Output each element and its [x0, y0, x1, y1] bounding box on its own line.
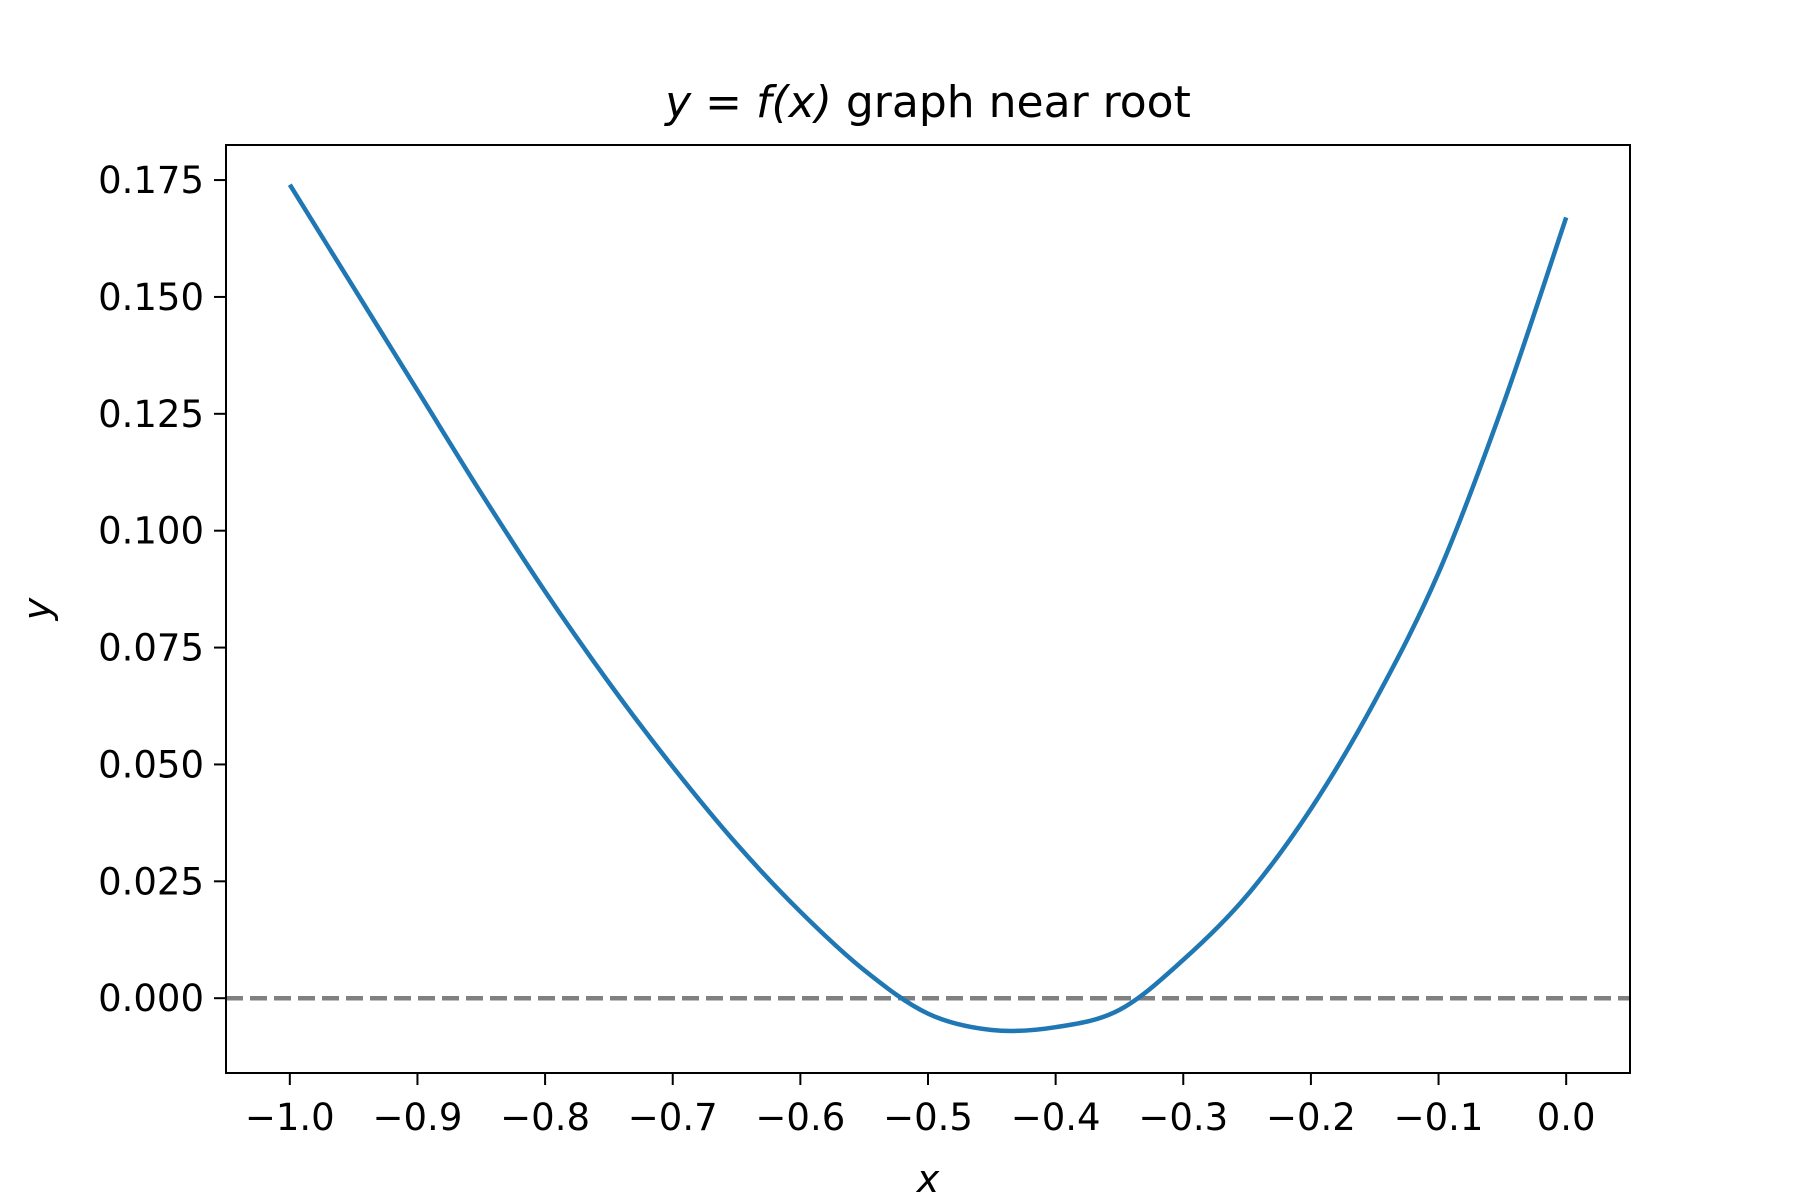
x-axis: −1.0 −0.9 −0.8 −0.7 −0.6 −0.5 −0.4 −0.3 −0.2 −0.1… [245, 1073, 1596, 1139]
y-tick-label: 0.025 [98, 860, 204, 903]
y-axis: 0.000 0.025 0.050 0.075 0.100 0.125 0.150 0.175 [98, 159, 226, 1020]
x-tick-label: 0.0 [1537, 1096, 1596, 1139]
x-axis-label: x [916, 1157, 940, 1200]
x-tick-label: −0.8 [500, 1096, 590, 1139]
x-tick-label: −0.3 [1138, 1096, 1228, 1139]
chart-title-text: graph near root [832, 77, 1191, 128]
series-line-0 [287, 183, 1569, 1034]
chart-title: y = f(x) graph near root [663, 77, 1191, 128]
y-tick-label: 0.150 [98, 276, 204, 319]
y-tick-label: 0.050 [98, 743, 204, 786]
y-tick-label: 0.125 [98, 393, 204, 436]
x-tick-label: −0.6 [755, 1096, 845, 1139]
y-tick-label: 0.100 [98, 510, 204, 553]
plot-frame [225, 144, 1631, 1074]
x-tick-label: −0.5 [883, 1096, 973, 1139]
y-tick-label: 0.175 [98, 159, 204, 202]
x-tick-label: −0.2 [1266, 1096, 1356, 1139]
x-tick-label: −1.0 [245, 1096, 335, 1139]
x-tick-label: −0.9 [373, 1096, 463, 1139]
plot-area [226, 183, 1630, 1034]
x-tick-label: −0.1 [1394, 1096, 1484, 1139]
y-axis-label: y [15, 597, 59, 621]
y-tick-label: 0.000 [98, 977, 204, 1020]
y-tick-label: 0.075 [98, 627, 204, 670]
x-tick-label: −0.7 [628, 1096, 718, 1139]
x-tick-label: −0.4 [1011, 1096, 1101, 1139]
chart-title-math: y = f(x) [663, 77, 832, 128]
